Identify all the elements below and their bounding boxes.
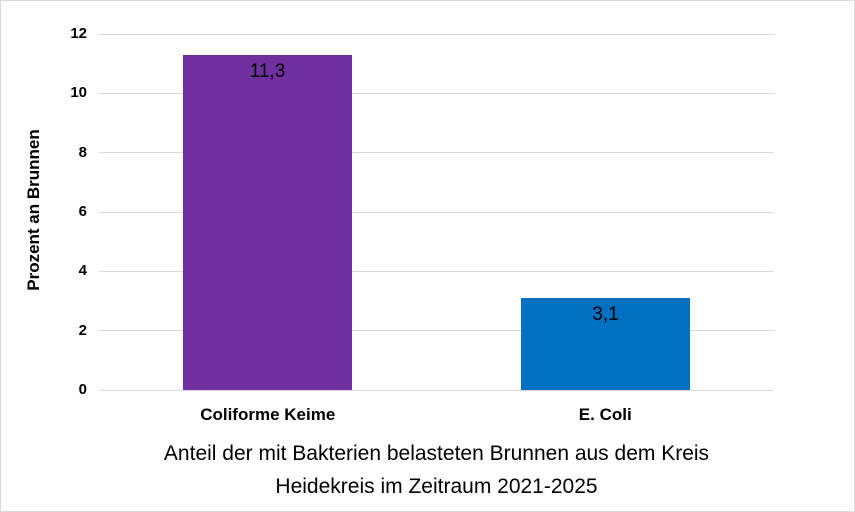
- chart-title: Anteil der mit Bakterien belasteten Brun…: [99, 437, 774, 503]
- bar-e-coli: 3,1: [521, 298, 690, 390]
- gridline-y-4: [99, 270, 774, 272]
- plot-area: 11,3 3,1: [99, 33, 774, 391]
- y-tick-label-6: 6: [78, 203, 87, 220]
- y-tick-label-8: 8: [78, 143, 87, 161]
- bar-value-label: 3,1: [592, 304, 619, 325]
- chart-title-line1: Anteil der mit Bakterien belasteten Brun…: [163, 442, 710, 465]
- bar-value-label: 11,3: [249, 61, 286, 82]
- gridline-y-10: [99, 92, 774, 94]
- chart-title-line2: Heidekreis im Zeitraum 2021-2025: [275, 475, 598, 498]
- y-tick-label-2: 2: [78, 321, 87, 339]
- gridline-y-12: [99, 33, 774, 35]
- gridline-y-0: [99, 389, 774, 391]
- gridline-y-6: [99, 211, 774, 213]
- x-category-label-coliforme-keime: Coliforme Keime: [200, 405, 336, 424]
- gridline-y-8: [99, 152, 774, 154]
- x-category-label-e-coli: E. Coli: [578, 405, 632, 424]
- y-tick-label-0: 0: [78, 381, 87, 398]
- bar-coliforme-keime: 11,3: [183, 55, 352, 390]
- y-tick-label-10: 10: [70, 84, 87, 102]
- y-tick-label-12: 12: [70, 25, 87, 42]
- y-tick-label-4: 4: [78, 262, 87, 280]
- gridline-y-2: [99, 330, 774, 332]
